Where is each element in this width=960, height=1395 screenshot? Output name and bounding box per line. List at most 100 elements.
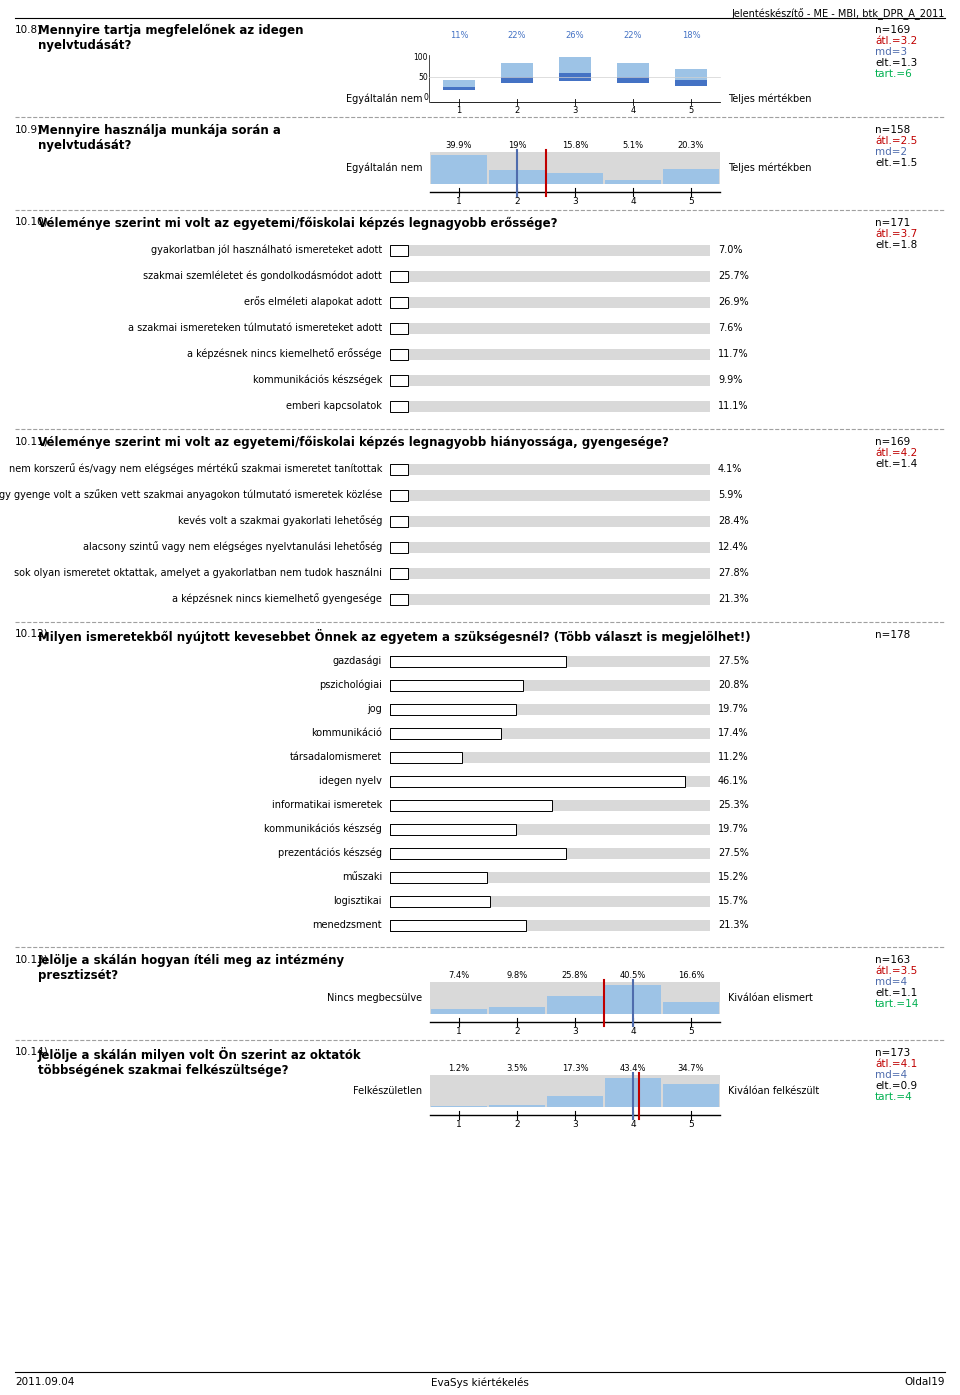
Text: 1: 1: [456, 197, 462, 206]
Text: 15.7%: 15.7%: [718, 896, 749, 905]
Bar: [390, 919, 710, 930]
Bar: [430, 1076, 720, 1108]
Text: 2: 2: [515, 1120, 519, 1129]
Bar: [390, 728, 408, 738]
Text: 11.7%: 11.7%: [718, 349, 749, 359]
Bar: [390, 244, 408, 255]
Text: 22%: 22%: [624, 31, 642, 40]
Text: elt.=1.8: elt.=1.8: [875, 240, 917, 250]
Bar: [390, 776, 685, 787]
Text: 16.6%: 16.6%: [678, 971, 705, 981]
Text: 10.11): 10.11): [15, 437, 49, 446]
Bar: [663, 1002, 719, 1014]
Text: n=158: n=158: [875, 126, 910, 135]
Bar: [390, 823, 710, 834]
Text: 3: 3: [572, 1120, 578, 1129]
Bar: [390, 516, 710, 526]
Bar: [390, 703, 516, 714]
Bar: [390, 919, 408, 930]
Text: Mennyire tartja megfelelőnek az idegen
nyelvtudását?: Mennyire tartja megfelelőnek az idegen n…: [38, 24, 303, 52]
Bar: [390, 872, 710, 883]
Bar: [489, 1105, 545, 1108]
Text: elt.=1.4: elt.=1.4: [875, 459, 917, 469]
Text: 2: 2: [515, 1027, 519, 1036]
Text: sok olyan ismeretet oktattak, amelyet a gyakorlatban nem tudok használni: sok olyan ismeretet oktattak, amelyet a …: [14, 568, 382, 579]
Bar: [390, 297, 408, 307]
Text: elt.=1.3: elt.=1.3: [875, 59, 917, 68]
Text: gazdasági: gazdasági: [333, 656, 382, 667]
Text: n=171: n=171: [875, 218, 910, 227]
Bar: [390, 271, 408, 282]
Text: prezentációs készség: prezentációs készség: [278, 848, 382, 858]
Text: 11.1%: 11.1%: [718, 400, 749, 412]
Bar: [390, 752, 710, 763]
Bar: [390, 349, 710, 360]
Bar: [605, 180, 661, 184]
Text: 34.7%: 34.7%: [678, 1064, 705, 1073]
Text: 27.5%: 27.5%: [718, 848, 749, 858]
Text: 20.3%: 20.3%: [678, 141, 705, 151]
Bar: [390, 679, 523, 691]
Text: md=2: md=2: [875, 146, 907, 158]
Bar: [390, 848, 408, 858]
Text: 4: 4: [630, 1027, 636, 1036]
Text: 4.1%: 4.1%: [718, 465, 742, 474]
Bar: [390, 896, 491, 907]
Text: Véleménye szerint mi volt az egyetemi/főiskolai képzés legnagyobb hiányossága, g: Véleménye szerint mi volt az egyetemi/fő…: [38, 437, 669, 449]
Text: 21.3%: 21.3%: [718, 919, 749, 930]
Text: 10.9): 10.9): [15, 124, 42, 134]
Text: 19.7%: 19.7%: [718, 704, 749, 714]
Text: EvaSys kiértékelés: EvaSys kiértékelés: [431, 1377, 529, 1388]
Bar: [390, 322, 710, 333]
Bar: [675, 70, 707, 81]
Text: 3: 3: [572, 1027, 578, 1036]
Text: Felkészületlen: Felkészületlen: [353, 1085, 422, 1096]
Bar: [559, 57, 591, 81]
Bar: [390, 463, 710, 474]
Text: a képzésnek nincs kiemelhető erőssége: a képzésnek nincs kiemelhető erőssége: [187, 349, 382, 360]
Text: 100: 100: [414, 53, 428, 61]
Bar: [390, 593, 408, 604]
Text: 2011.09.04: 2011.09.04: [15, 1377, 74, 1387]
Bar: [559, 57, 591, 73]
Text: 40.5%: 40.5%: [620, 971, 646, 981]
Text: 2: 2: [515, 106, 519, 114]
Text: Kiválóan elismert: Kiválóan elismert: [728, 993, 813, 1003]
Bar: [444, 80, 475, 91]
Bar: [390, 728, 710, 738]
Bar: [547, 996, 603, 1014]
Text: 5: 5: [688, 1120, 694, 1129]
Text: 3.5%: 3.5%: [506, 1064, 528, 1073]
Text: Milyen ismeretekből nyújtott kevesebbet Önnek az egyetem a szükségesnél? (Több v: Milyen ismeretekből nyújtott kevesebbet …: [38, 629, 751, 644]
Bar: [390, 568, 408, 579]
Text: 4: 4: [631, 106, 636, 114]
Bar: [430, 982, 720, 1014]
Text: elt.=0.9: elt.=0.9: [875, 1081, 917, 1091]
Bar: [390, 872, 408, 883]
Text: 7.0%: 7.0%: [718, 246, 742, 255]
Text: 1: 1: [456, 1120, 462, 1129]
Bar: [390, 400, 408, 412]
Text: 5.1%: 5.1%: [622, 141, 643, 151]
Text: 2: 2: [515, 197, 519, 206]
Text: Teljes mértékben: Teljes mértékben: [728, 93, 811, 105]
Bar: [390, 776, 408, 787]
Bar: [390, 799, 408, 810]
Text: kevés vagy gyenge volt a szűken vett szakmai anyagokon túlmutató ismeretek közlé: kevés vagy gyenge volt a szűken vett sza…: [0, 490, 382, 501]
Bar: [390, 568, 710, 579]
Text: kevés volt a szakmai gyakorlati lehetőség: kevés volt a szakmai gyakorlati lehetősé…: [178, 516, 382, 526]
Text: Oldal19: Oldal19: [904, 1377, 945, 1387]
Bar: [408, 872, 488, 883]
Bar: [408, 679, 523, 691]
Bar: [390, 374, 710, 385]
Text: 26%: 26%: [565, 31, 585, 40]
Bar: [390, 463, 408, 474]
Text: Jelölje a skálán hogyan ítéli meg az intézmény
presztizsét?: Jelölje a skálán hogyan ítéli meg az int…: [38, 954, 346, 982]
Bar: [617, 63, 649, 77]
Bar: [547, 173, 603, 184]
Text: nem korszerű és/vagy nem elégséges mértékű szakmai ismeretet tanítottak: nem korszerű és/vagy nem elégséges mérté…: [9, 463, 382, 474]
Bar: [390, 679, 408, 691]
Bar: [390, 872, 488, 883]
Text: emberi kapcsolatok: emberi kapcsolatok: [286, 400, 382, 412]
Bar: [547, 1095, 603, 1108]
